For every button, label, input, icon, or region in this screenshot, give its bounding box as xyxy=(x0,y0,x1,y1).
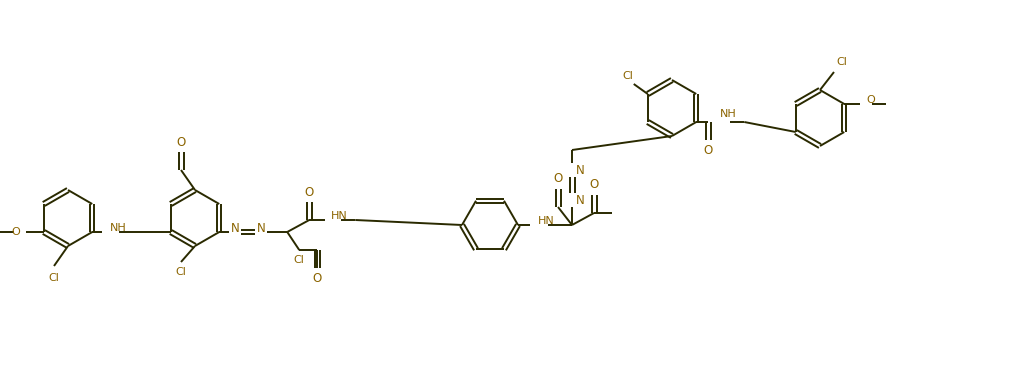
Text: N: N xyxy=(576,194,585,206)
Text: O: O xyxy=(590,179,599,191)
Text: O: O xyxy=(313,271,322,285)
Text: Cl: Cl xyxy=(48,273,60,283)
Text: N: N xyxy=(257,221,266,235)
Text: HN: HN xyxy=(331,211,348,221)
Text: N: N xyxy=(576,164,585,176)
Text: Cl: Cl xyxy=(622,71,633,81)
Text: Cl: Cl xyxy=(176,267,187,277)
Text: O: O xyxy=(305,185,314,199)
Text: HN: HN xyxy=(538,216,554,226)
Text: N: N xyxy=(231,221,239,235)
Text: Cl: Cl xyxy=(294,255,305,265)
Text: NH: NH xyxy=(110,223,127,233)
Text: NH: NH xyxy=(720,109,737,119)
Text: O: O xyxy=(11,227,20,237)
Text: O: O xyxy=(553,173,563,185)
Text: O: O xyxy=(704,144,713,156)
Text: Cl: Cl xyxy=(836,57,846,67)
Text: O: O xyxy=(177,136,186,150)
Text: O: O xyxy=(867,95,875,105)
